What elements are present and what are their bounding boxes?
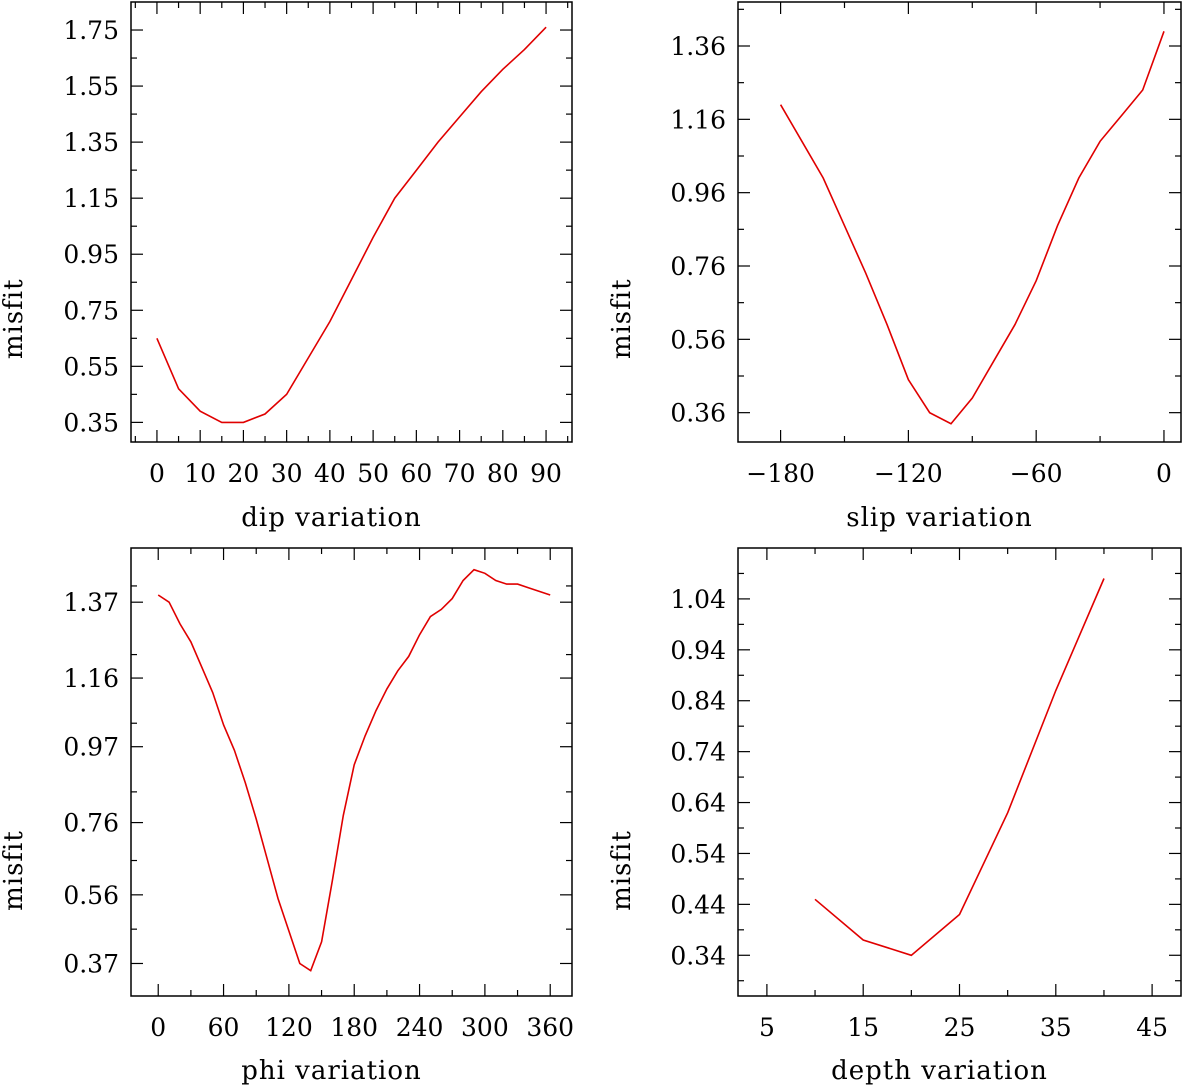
ytick-label-slip: 0.56: [670, 325, 726, 354]
xtick-label-phi: 60: [208, 1013, 240, 1042]
ytick-label-slip: 0.36: [670, 399, 726, 428]
ytick-label-depth: 0.34: [670, 941, 726, 970]
series-line-depth: [814, 578, 1105, 957]
xtick-label-slip: 0: [1156, 459, 1172, 488]
series-line-slip: [779, 31, 1165, 425]
ytick-label-phi: 0.56: [63, 881, 119, 910]
ytick-label-dip: 1.75: [63, 16, 119, 45]
xtick-label-dip: 50: [357, 459, 389, 488]
xtick-label-dip: 60: [400, 459, 432, 488]
xtick-label-dip: 40: [314, 459, 346, 488]
xtick-label-dip: 90: [530, 459, 562, 488]
ytick-label-dip: 1.35: [63, 128, 119, 157]
xtick-label-dip: 80: [487, 459, 519, 488]
xtick-label-dip: 10: [184, 459, 216, 488]
chart-slip: 0.36 0.56 0.76 0.96 1.16 1.36 −180 −120 −60 0 slip…: [607, 1, 1182, 533]
ytick-label-slip: 0.96: [670, 179, 726, 208]
xtick-label-phi: 0: [150, 1013, 166, 1042]
ytick-label-depth: 1.04: [670, 585, 726, 614]
ytick-label-depth: 0.94: [670, 636, 726, 665]
ytick-label-depth: 0.84: [670, 687, 726, 716]
xtick-label-slip: −180: [746, 459, 815, 488]
ytick-label-slip: 0.76: [670, 252, 726, 281]
ytick-label-dip: 0.95: [63, 240, 119, 269]
xtick-label-slip: −60: [1010, 459, 1063, 488]
xtick-label-slip: −120: [874, 459, 943, 488]
plot-frame-depth: [737, 547, 1182, 997]
xtick-label-depth: 5: [759, 1013, 775, 1042]
series-line-dip: [156, 26, 547, 424]
chart-dip: 0.35 0.55 0.75 0.95 1.15 1.35 1.55 1.75 0 10 20 30 4…: [0, 1, 573, 533]
ytick-label-phi: 0.76: [63, 809, 119, 838]
chart-depth: 0.34 0.44 0.54 0.64 0.74 0.84 0.94 1.04 5 15 25 35 4…: [607, 547, 1182, 1086]
plot-frame-dip: [130, 1, 573, 443]
ytick-label-depth: 0.74: [670, 738, 726, 767]
ytick-label-depth: 0.64: [670, 789, 726, 818]
ytick-label-dip: 0.55: [63, 352, 119, 381]
plot-frame-phi: [130, 547, 573, 997]
xtick-label-dip: 30: [271, 459, 303, 488]
ytick-label-phi: 0.37: [63, 949, 119, 978]
x-axis-title-dip: dip variation: [241, 503, 421, 533]
xtick-label-dip: 20: [228, 459, 260, 488]
ytick-label-dip: 0.75: [63, 296, 119, 325]
xtick-label-depth: 45: [1136, 1013, 1168, 1042]
x-axis-title-depth: depth variation: [831, 1056, 1048, 1086]
xtick-label-dip: 70: [444, 459, 476, 488]
ytick-label-depth: 0.44: [670, 890, 726, 919]
xtick-label-phi: 180: [330, 1013, 378, 1042]
xtick-label-depth: 25: [944, 1013, 976, 1042]
xtick-label-depth: 15: [847, 1013, 879, 1042]
xtick-label-phi: 360: [526, 1013, 574, 1042]
ytick-label-phi: 1.16: [63, 664, 119, 693]
plot-frame-slip: [737, 1, 1182, 443]
ytick-label-dip: 0.35: [63, 408, 119, 437]
ytick-label-phi: 0.97: [63, 733, 119, 762]
xtick-label-phi: 120: [265, 1013, 313, 1042]
y-axis-title-dip: misfit: [0, 278, 29, 359]
x-axis-title-phi: phi variation: [241, 1056, 422, 1086]
x-axis-title-slip: slip variation: [846, 503, 1032, 533]
ytick-label-depth: 0.54: [670, 839, 726, 868]
ytick-label-slip: 1.16: [670, 105, 726, 134]
y-axis-title-slip: misfit: [607, 278, 637, 359]
xtick-label-phi: 300: [461, 1013, 509, 1042]
chart-phi: 0.37 0.56 0.76 0.97 1.16 1.37 0 60 120 180 240 300 3…: [0, 547, 574, 1086]
ytick-label-slip: 1.36: [670, 32, 726, 61]
y-axis-title-depth: misfit: [607, 830, 637, 911]
xtick-label-dip: 0: [149, 459, 165, 488]
ytick-label-dip: 1.55: [63, 72, 119, 101]
xtick-label-phi: 240: [396, 1013, 444, 1042]
ytick-label-dip: 1.15: [63, 184, 119, 213]
y-axis-title-phi: misfit: [0, 830, 29, 911]
ytick-label-phi: 1.37: [63, 588, 119, 617]
xtick-label-depth: 35: [1040, 1013, 1072, 1042]
series-line-phi: [157, 568, 551, 972]
